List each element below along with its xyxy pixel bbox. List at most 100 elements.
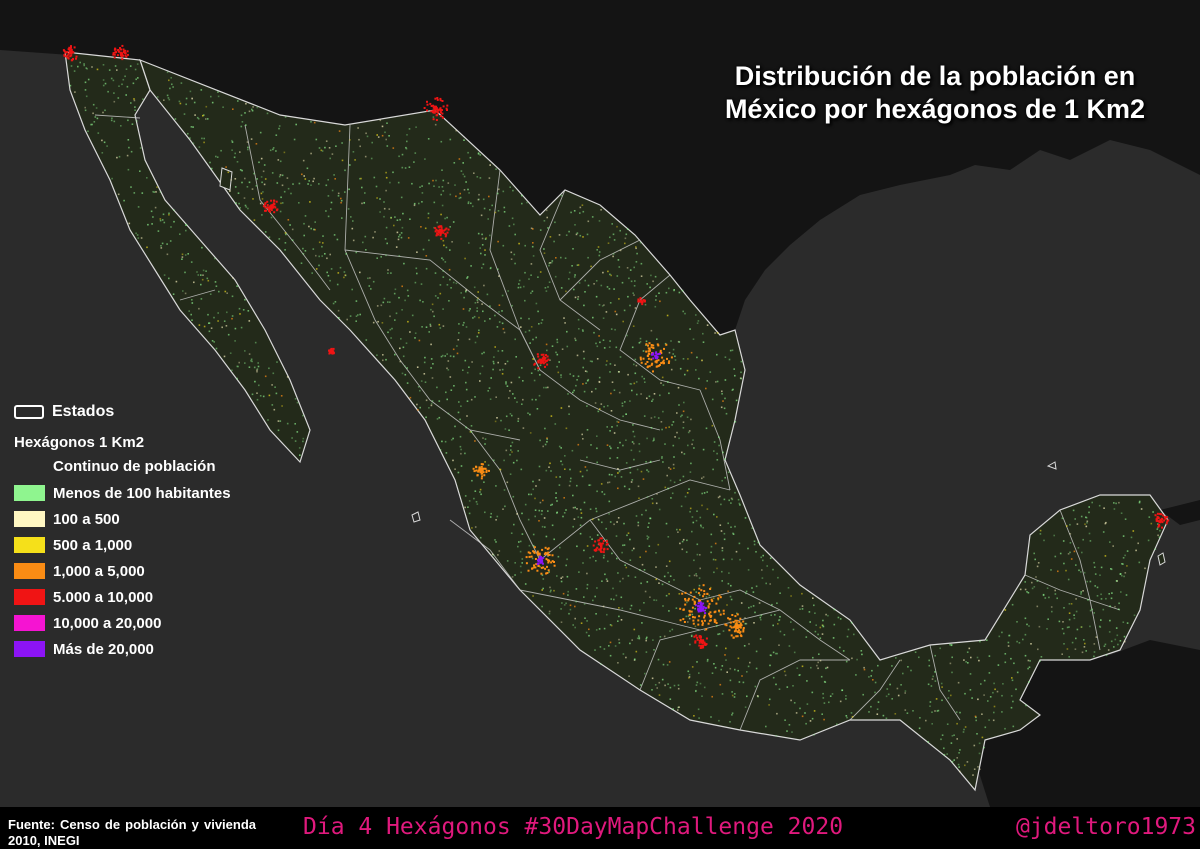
hexagon-cell bbox=[762, 559, 764, 562]
hexagon-cell bbox=[483, 474, 486, 477]
hexagon-cell bbox=[380, 304, 383, 307]
hexagon-cell bbox=[281, 174, 284, 177]
hexagon-cell bbox=[402, 346, 405, 349]
hexagon-cell bbox=[196, 116, 199, 119]
hexagon-cell bbox=[679, 619, 682, 622]
hexagon-cell bbox=[692, 616, 694, 619]
hexagon-cell bbox=[551, 260, 554, 262]
hexagon-cell bbox=[551, 524, 554, 527]
hexagon-cell bbox=[598, 628, 601, 630]
hexagon-cell bbox=[69, 51, 72, 54]
hexagon-cell bbox=[488, 195, 490, 198]
hexagon-cell bbox=[178, 100, 181, 103]
hexagon-cell bbox=[94, 116, 97, 118]
hexagon-cell bbox=[528, 278, 530, 280]
hexagon-cell bbox=[613, 523, 615, 526]
hexagon-cell bbox=[90, 123, 92, 126]
hexagon-cell bbox=[460, 405, 462, 407]
hexagon-cell bbox=[1089, 609, 1092, 612]
hexagon-cell bbox=[648, 349, 651, 352]
hexagon-cell bbox=[191, 97, 193, 100]
hexagon-cell bbox=[1105, 521, 1107, 524]
hexagon-cell bbox=[435, 108, 438, 111]
hexagon-cell bbox=[653, 416, 656, 418]
hexagon-cell bbox=[450, 389, 453, 391]
hexagon-cell bbox=[584, 291, 586, 293]
hexagon-cell bbox=[470, 431, 473, 433]
hexagon-cell bbox=[584, 279, 586, 282]
hexagon-cell bbox=[514, 397, 516, 399]
hexagon-cell bbox=[739, 617, 742, 620]
hexagon-cell bbox=[650, 329, 653, 332]
hexagon-cell bbox=[833, 623, 836, 626]
hexagon-cell bbox=[462, 324, 464, 326]
hexagon-cell bbox=[436, 98, 439, 101]
hexagon-cell bbox=[728, 358, 731, 361]
hexagon-cell bbox=[553, 564, 556, 567]
hexagon-cell bbox=[667, 487, 669, 490]
hexagon-cell bbox=[1167, 519, 1170, 522]
hexagon-cell bbox=[702, 584, 705, 587]
hexagon-cell bbox=[739, 622, 742, 625]
hexagon-cell bbox=[127, 139, 130, 141]
hexagon-cell bbox=[136, 63, 139, 65]
hexagon-cell bbox=[181, 258, 183, 260]
hexagon-cell bbox=[687, 431, 690, 434]
hexagon-cell bbox=[703, 641, 706, 644]
hexagon-cell bbox=[611, 552, 613, 555]
hexagon-cell bbox=[681, 289, 684, 292]
hexagon-cell bbox=[307, 183, 309, 185]
hexagon-cell bbox=[748, 606, 750, 609]
hexagon-cell bbox=[577, 298, 579, 300]
hexagon-cell bbox=[279, 160, 282, 163]
hexagon-cell bbox=[432, 104, 435, 107]
hexagon-cell bbox=[598, 251, 601, 253]
hexagon-cell bbox=[775, 652, 777, 655]
hexagon-cell bbox=[845, 695, 847, 697]
hexagon-cell bbox=[806, 703, 809, 705]
hexagon-cell bbox=[1011, 679, 1014, 682]
hexagon-cell bbox=[349, 315, 352, 317]
hexagon-cell bbox=[655, 295, 657, 297]
hexagon-cell bbox=[679, 367, 682, 370]
hexagon-cell bbox=[531, 398, 534, 401]
hexagon-cell bbox=[630, 383, 633, 385]
hexagon-cell bbox=[876, 713, 879, 715]
hexagon-cell bbox=[421, 192, 424, 194]
hexagon-cell bbox=[1070, 558, 1073, 560]
hexagon-cell bbox=[645, 639, 647, 642]
hexagon-cell bbox=[513, 223, 515, 226]
hexagon-cell bbox=[202, 269, 205, 272]
hexagon-cell bbox=[1019, 588, 1022, 591]
hexagon-cell bbox=[192, 142, 195, 145]
hexagon-cell bbox=[605, 527, 607, 530]
hexagon-cell bbox=[589, 536, 591, 538]
hexagon-cell bbox=[640, 361, 643, 364]
legend-item: 500 a 1,000 bbox=[14, 532, 231, 558]
hexagon-cell bbox=[731, 558, 733, 561]
hexagon-cell bbox=[607, 560, 609, 563]
hexagon-cell bbox=[574, 274, 576, 276]
hexagon-cell bbox=[332, 351, 335, 354]
hexagon-cell bbox=[189, 90, 192, 93]
hexagon-cell bbox=[409, 331, 411, 333]
hexagon-cell bbox=[465, 326, 468, 328]
hexagon-cell bbox=[248, 320, 251, 322]
hexagon-cell bbox=[205, 270, 207, 272]
hexagon-cell bbox=[485, 469, 488, 472]
hexagon-cell bbox=[783, 670, 786, 673]
hexagon-cell bbox=[548, 281, 551, 283]
hexagon-cell bbox=[665, 522, 668, 525]
hexagon-cell bbox=[556, 341, 559, 344]
hexagon-cell bbox=[633, 382, 636, 385]
hexagon-cell bbox=[600, 663, 602, 665]
hexagon-cell bbox=[662, 663, 665, 666]
hexagon-cell bbox=[544, 287, 547, 289]
hexagon-cell bbox=[692, 338, 695, 340]
hexagon-cell bbox=[677, 687, 680, 690]
hexagon-cell bbox=[327, 274, 330, 277]
hexagon-cell bbox=[687, 615, 690, 618]
hexagon-cell bbox=[874, 691, 876, 694]
hexagon-cell bbox=[968, 647, 971, 650]
hexagon-cell bbox=[644, 362, 647, 365]
